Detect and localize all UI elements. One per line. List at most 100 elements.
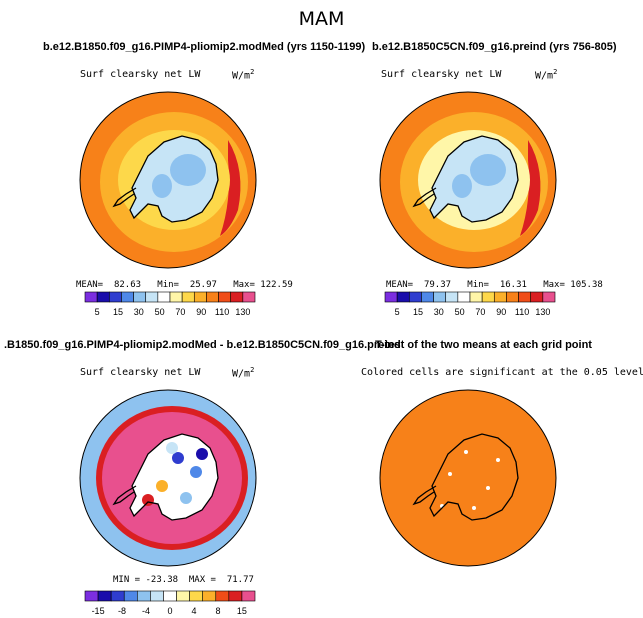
panel1-colorbar: 5 15 30 50 70 90 110 130 bbox=[84, 291, 256, 317]
colorbar-tick-label: 8 bbox=[215, 606, 220, 616]
colorbar-swatch bbox=[108, 291, 122, 303]
colorbar-tick-label: 70 bbox=[175, 307, 185, 317]
colorbar-tick-label: 0 bbox=[167, 606, 172, 616]
colorbar-swatch bbox=[176, 590, 190, 602]
colorbar-swatch bbox=[445, 291, 459, 303]
colorbar-swatch bbox=[206, 291, 219, 303]
colorbar-tick-label: 90 bbox=[496, 307, 506, 317]
ice-low-region bbox=[470, 154, 506, 186]
panel1-variable: Surf clearsky net LW bbox=[80, 69, 201, 80]
colorbar-swatch bbox=[84, 590, 99, 602]
colorbar-swatch bbox=[469, 291, 483, 303]
colorbar-tick-label: 15 bbox=[113, 307, 123, 317]
colorbar-tick-label: -15 bbox=[92, 606, 105, 616]
anomaly-cell bbox=[166, 442, 178, 454]
colorbar-swatch bbox=[123, 590, 138, 602]
colorbar-swatch bbox=[518, 291, 532, 303]
map-border bbox=[79, 389, 257, 567]
colorbar-swatch bbox=[110, 590, 125, 602]
colorbar-swatch bbox=[384, 291, 398, 303]
page-title: MAM bbox=[298, 8, 345, 30]
ice-low-region bbox=[152, 174, 172, 198]
insignificant-cell bbox=[472, 506, 476, 510]
insignificant-cell bbox=[448, 472, 452, 476]
anomaly-cell bbox=[172, 452, 184, 464]
colorbar-tick-label: 50 bbox=[155, 307, 165, 317]
anomaly-cell bbox=[180, 492, 192, 504]
panel4-title: T-test of the two means at each grid poi… bbox=[375, 339, 592, 351]
colorbar-swatch bbox=[97, 590, 112, 602]
ice-low-region bbox=[170, 154, 206, 186]
colorbar-swatch bbox=[121, 291, 134, 303]
colorbar-swatch bbox=[421, 291, 434, 303]
ice-low-region bbox=[452, 174, 472, 198]
anomaly-cell bbox=[190, 466, 202, 478]
colorbar-swatch bbox=[481, 291, 495, 303]
colorbar-swatch bbox=[157, 291, 171, 303]
coastline bbox=[429, 433, 519, 521]
panel1-polar-map bbox=[79, 91, 257, 269]
panel3-colorbar: -15 -8 -4 0 4 8 15 bbox=[84, 590, 256, 616]
colorbar-tick-label: 5 bbox=[95, 307, 100, 317]
colorbar-tick-label: 130 bbox=[535, 307, 550, 317]
map-border bbox=[79, 91, 257, 269]
colorbar-swatch bbox=[193, 291, 207, 303]
map-border bbox=[379, 389, 557, 567]
colorbar-tick-label: -8 bbox=[118, 606, 126, 616]
anomaly-cell bbox=[142, 494, 154, 506]
peninsula-coastline bbox=[112, 485, 137, 506]
colorbar-tick-label: 110 bbox=[215, 307, 229, 317]
colorbar-swatch bbox=[408, 291, 422, 303]
peninsula-coastline bbox=[112, 187, 137, 208]
panel1-units: W/m2 bbox=[232, 68, 255, 82]
colorbar-swatch bbox=[133, 291, 147, 303]
map-border bbox=[379, 91, 557, 269]
colorbar-swatch bbox=[530, 291, 544, 303]
colorbar-swatch bbox=[202, 590, 217, 602]
colorbar-swatch bbox=[506, 291, 519, 303]
colorbar-tick-label: 30 bbox=[434, 307, 444, 317]
insignificant-cell bbox=[496, 458, 500, 462]
coastline bbox=[429, 135, 519, 223]
colorbar-swatch bbox=[242, 291, 256, 303]
warm-patch bbox=[520, 140, 541, 236]
colorbar-tick-label: 15 bbox=[413, 307, 423, 317]
colorbar-tick-label: 70 bbox=[475, 307, 485, 317]
insignificant-cell bbox=[464, 450, 468, 454]
panel2-polar-map bbox=[379, 91, 557, 269]
colorbar-swatch bbox=[215, 590, 230, 602]
colorbar-swatch bbox=[150, 590, 164, 602]
colorbar-swatch bbox=[241, 590, 256, 602]
peninsula-coastline bbox=[412, 485, 437, 506]
colorbar-swatch bbox=[137, 590, 151, 602]
colorbar-swatch bbox=[228, 590, 243, 602]
anomaly-cell bbox=[156, 480, 168, 492]
colorbar-tick-label: 4 bbox=[191, 606, 196, 616]
anomaly-cell bbox=[196, 448, 208, 460]
panel2-colorbar: 5 15 30 50 70 90 110 130 bbox=[384, 291, 556, 317]
colorbar-swatch bbox=[163, 590, 177, 602]
panel1-stats: MEAN= 82.63 Min= 25.97 Max= 122.59 bbox=[76, 280, 293, 290]
colorbar-swatch bbox=[181, 291, 195, 303]
colorbar-swatch bbox=[457, 291, 471, 303]
colorbar-tick-label: 5 bbox=[395, 307, 400, 317]
warm-patch bbox=[220, 140, 241, 236]
colorbar-swatch bbox=[189, 590, 203, 602]
panel3-stats: MIN = -23.38 MAX = 71.77 bbox=[113, 575, 254, 585]
panel2-variable: Surf clearsky net LW bbox=[381, 69, 502, 80]
colorbar-swatch bbox=[169, 291, 183, 303]
panel4-polar-map bbox=[379, 389, 557, 567]
colorbar-tick-label: 90 bbox=[196, 307, 206, 317]
colorbar-tick-label: 130 bbox=[235, 307, 250, 317]
panel2-units: W/m2 bbox=[535, 68, 558, 82]
significant-field bbox=[380, 390, 556, 566]
colorbar-tick-label: 30 bbox=[134, 307, 144, 317]
coastline bbox=[129, 433, 219, 521]
colorbar-tick-label: 110 bbox=[515, 307, 529, 317]
panel4-subtitle: Colored cells are significant at the 0.0… bbox=[361, 367, 643, 378]
panel2-title: b.e12.B1850C5CN.f09_g16.preind (yrs 756-… bbox=[372, 41, 617, 53]
insignificant-cell bbox=[486, 486, 490, 490]
panel2-stats: MEAN= 79.37 Min= 16.31 Max= 105.38 bbox=[386, 280, 603, 290]
colorbar-tick-label: -4 bbox=[142, 606, 150, 616]
colorbar-swatch bbox=[96, 291, 110, 303]
